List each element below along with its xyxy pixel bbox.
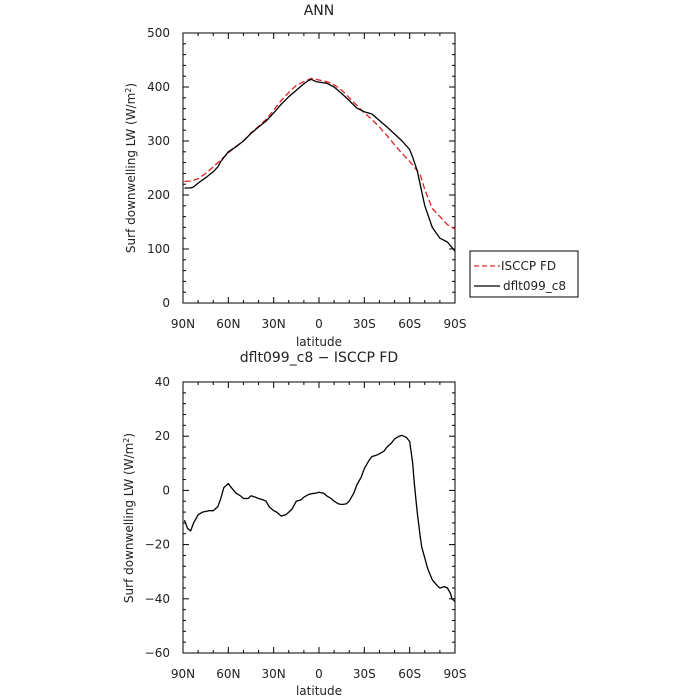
bottom-series-line-1 <box>183 434 456 602</box>
top-x-tick-label: 60S <box>398 317 421 331</box>
bottom-x-tick-label: 60S <box>398 667 421 681</box>
top-y-tick-label: 200 <box>147 188 170 202</box>
legend-label-isccp: ISCCP FD <box>501 259 556 273</box>
top-x-tick-label: 90N <box>171 317 195 331</box>
bottom-y-axis-label: Surf downwelling LW (W/m2) <box>122 433 136 603</box>
top-x-tick-label: 60N <box>216 317 240 331</box>
top-x-axis-label: latitude <box>296 335 342 349</box>
bottom-y-axis-label-main: Surf downwelling LW (W/m <box>122 443 136 603</box>
top-y-tick-label: 0 <box>162 296 170 310</box>
bottom-x-tick-label: 30N <box>262 667 286 681</box>
bottom-plot-area: −60 −40 −20 0 20 40 90N 60N 30N 0 30S 60S 90S <box>145 375 467 681</box>
bottom-x-tick-label: 30S <box>353 667 376 681</box>
bottom-x-tick-label: 60N <box>216 667 240 681</box>
bottom-y-tick-label: 20 <box>155 429 170 443</box>
top-x-tick-label: 0 <box>315 317 323 331</box>
top-series-line-1 <box>184 77 456 230</box>
top-x-tick-label: 30S <box>353 317 376 331</box>
bottom-y-tick-label: −60 <box>145 646 170 660</box>
top-y-axis-label-main: Surf downwelling LW (W/m <box>124 93 138 253</box>
bottom-x-tick-label: 90S <box>444 667 467 681</box>
top-y-tick-label: 100 <box>147 242 170 256</box>
bottom-x-axis-label: latitude <box>296 684 342 698</box>
top-y-axis-label: Surf downwelling LW (W/m2) <box>124 83 138 253</box>
bottom-x-tick-label: 0 <box>315 667 323 681</box>
bottom-y-axis-label-sup: 2 <box>122 438 131 443</box>
bottom-plot-frame <box>182 381 456 654</box>
top-chart-title: ANN <box>304 3 335 19</box>
bottom-chart-title: dflt099_c8 − ISCCP FD <box>240 350 398 366</box>
bottom-y-tick-label: 0 <box>162 483 170 497</box>
top-y-tick-label: 500 <box>147 26 170 40</box>
legend: ISCCP FD dflt099_c8 <box>469 250 579 298</box>
bottom-y-tick-label: −20 <box>145 538 170 552</box>
top-y-tick-label: 400 <box>147 80 170 94</box>
top-y-axis-label-sup: 2 <box>124 88 133 93</box>
top-series-line-2 <box>184 78 456 252</box>
bottom-y-tick-label: 40 <box>155 375 170 389</box>
top-x-tick-label: 90S <box>444 317 467 331</box>
top-y-axis-label-close: ) <box>124 83 138 88</box>
legend-label-model: dflt099_c8 <box>503 279 566 293</box>
bottom-x-tick-label: 90N <box>171 667 195 681</box>
top-plot-area: 0 100 200 300 400 500 90N 60N 30N 0 30S 60S 90S <box>147 26 466 331</box>
bottom-y-tick-label: −40 <box>145 592 170 606</box>
legend-box <box>469 250 579 298</box>
bottom-y-axis-label-close: ) <box>122 433 136 438</box>
top-y-tick-label: 300 <box>147 134 170 148</box>
top-x-tick-label: 30N <box>262 317 286 331</box>
